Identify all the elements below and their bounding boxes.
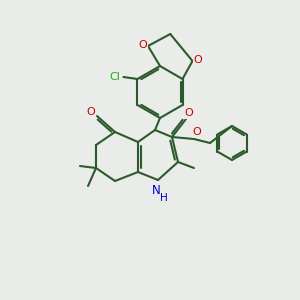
Text: Cl: Cl [109, 72, 120, 82]
Text: N: N [152, 184, 160, 196]
Text: O: O [193, 55, 202, 65]
Text: O: O [184, 108, 194, 118]
Text: O: O [139, 40, 147, 50]
Text: O: O [87, 107, 95, 117]
Text: O: O [193, 127, 201, 137]
Text: H: H [160, 193, 168, 203]
